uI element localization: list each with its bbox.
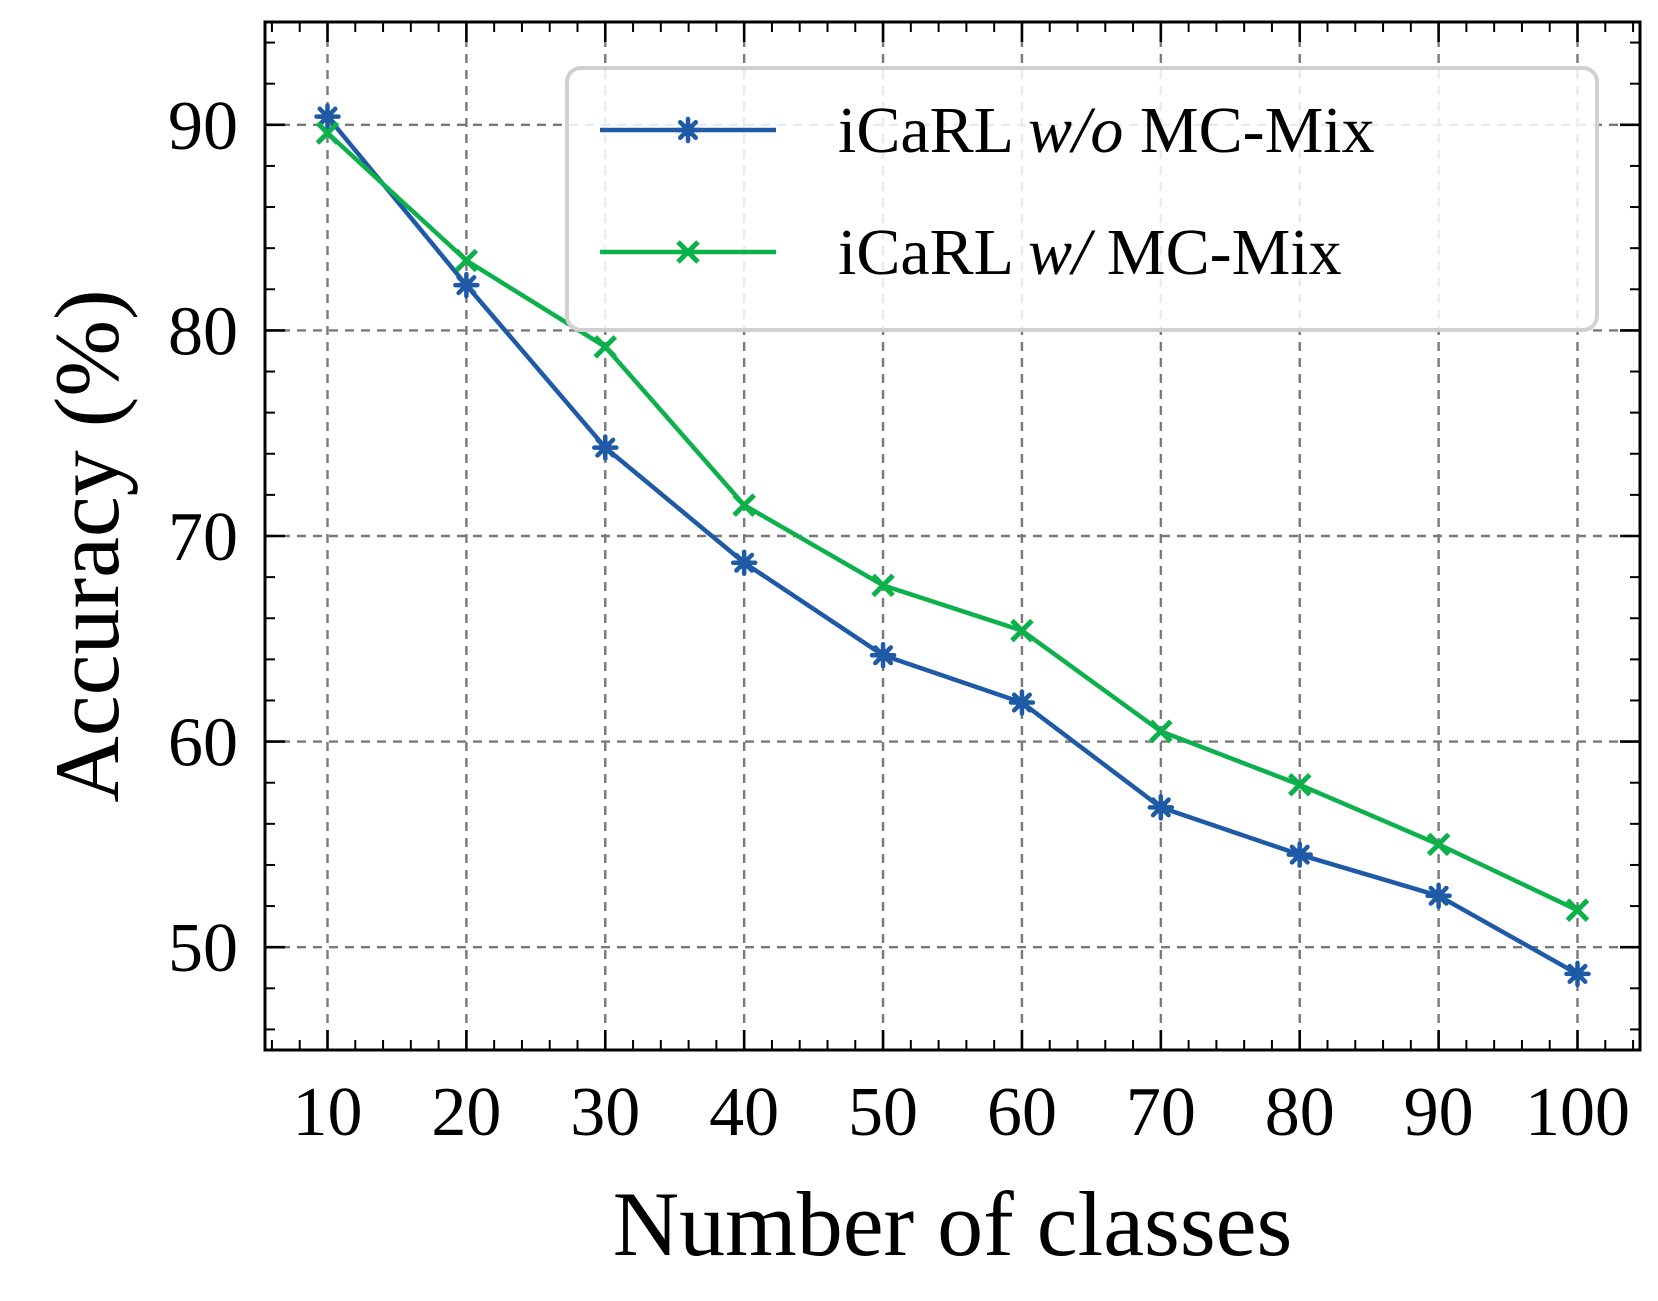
star-marker-core xyxy=(681,123,695,137)
data-point xyxy=(1010,618,1034,643)
data-point xyxy=(593,335,618,359)
data-point xyxy=(869,641,897,669)
x-marker-stroke xyxy=(1149,719,1173,744)
x-marker-stroke xyxy=(315,121,340,145)
y-tick-label: 50 xyxy=(168,910,238,987)
x-marker-stroke xyxy=(1426,832,1451,857)
star-marker-core xyxy=(1293,848,1307,862)
data-point xyxy=(871,573,895,598)
legend-entry-1: iCaRL w/o MC-Mix xyxy=(600,94,1375,167)
x-tick-label: 10 xyxy=(293,1074,363,1151)
legend-label: iCaRL w/ MC-Mix xyxy=(838,216,1342,289)
data-point xyxy=(1426,832,1451,857)
x-tick-label: 60 xyxy=(987,1074,1057,1151)
axis-ticks xyxy=(265,22,1640,1050)
data-point xyxy=(1147,794,1175,821)
tick-labels: 10 20 30 40 50 60 70 80 90 100 50 60 70 80 90 xyxy=(168,88,1630,1151)
data-point xyxy=(315,121,340,145)
y-tick-label: 90 xyxy=(168,88,238,165)
data-point xyxy=(1565,898,1590,922)
data-point xyxy=(1564,960,1591,988)
legend-entry-2: iCaRL w/ MC-Mix xyxy=(600,216,1342,289)
y-tick-label: 60 xyxy=(168,705,238,782)
series-1 xyxy=(314,103,1591,988)
series-line xyxy=(325,131,1579,913)
series-2 xyxy=(315,121,1590,922)
legend-label: iCaRL w/o MC-Mix xyxy=(838,94,1375,167)
series-layer xyxy=(314,103,1591,988)
data-point xyxy=(1286,841,1313,868)
x-marker-stroke xyxy=(454,248,479,273)
x-marker xyxy=(676,240,700,264)
y-tick-label: 80 xyxy=(168,293,238,370)
x-marker-stroke xyxy=(1287,773,1312,797)
data-point xyxy=(1008,689,1036,716)
y-tick-label: 70 xyxy=(168,499,238,576)
star-marker xyxy=(674,116,702,144)
star-marker-core xyxy=(1015,696,1029,710)
x-marker-stroke xyxy=(732,493,756,517)
star-marker-core xyxy=(1571,967,1584,981)
data-point xyxy=(454,248,479,273)
x-marker-stroke xyxy=(1010,618,1034,643)
data-point xyxy=(1149,719,1173,744)
x-tick-label: 90 xyxy=(1404,1074,1474,1151)
data-point xyxy=(732,493,756,517)
star-marker-core xyxy=(598,441,612,455)
x-tick-label: 20 xyxy=(431,1074,501,1151)
x-marker-stroke xyxy=(593,335,618,359)
x-marker-stroke xyxy=(871,573,895,598)
x-tick-label: 70 xyxy=(1126,1074,1196,1151)
x-marker-stroke xyxy=(676,240,700,264)
x-tick-label: 50 xyxy=(848,1074,918,1151)
x-tick-label: 100 xyxy=(1525,1074,1630,1151)
x-tick-label: 40 xyxy=(709,1074,779,1151)
data-point xyxy=(314,103,341,130)
x-marker-stroke xyxy=(1565,898,1590,922)
series-line xyxy=(325,115,1579,976)
star-marker-core xyxy=(459,278,473,292)
data-point xyxy=(453,271,480,299)
data-point xyxy=(1287,773,1312,797)
legend: iCaRL w/o MC-Mix iCaRL w/ MC-Mix xyxy=(565,66,1599,332)
star-marker-core xyxy=(876,648,890,662)
data-point xyxy=(592,434,619,461)
legend-box xyxy=(565,66,1599,332)
star-marker-core xyxy=(1154,800,1168,814)
star-marker-core xyxy=(1432,889,1446,903)
data-point xyxy=(730,549,758,576)
data-point xyxy=(1425,882,1452,910)
grid xyxy=(265,22,1640,1050)
y-axis-title: Accuracy (%) xyxy=(36,289,138,802)
x-tick-label: 80 xyxy=(1265,1074,1335,1151)
star-marker-core xyxy=(321,110,334,124)
star-marker-core xyxy=(737,556,751,570)
x-axis-title: Number of classes xyxy=(613,1173,1293,1275)
x-tick-label: 30 xyxy=(570,1074,640,1151)
